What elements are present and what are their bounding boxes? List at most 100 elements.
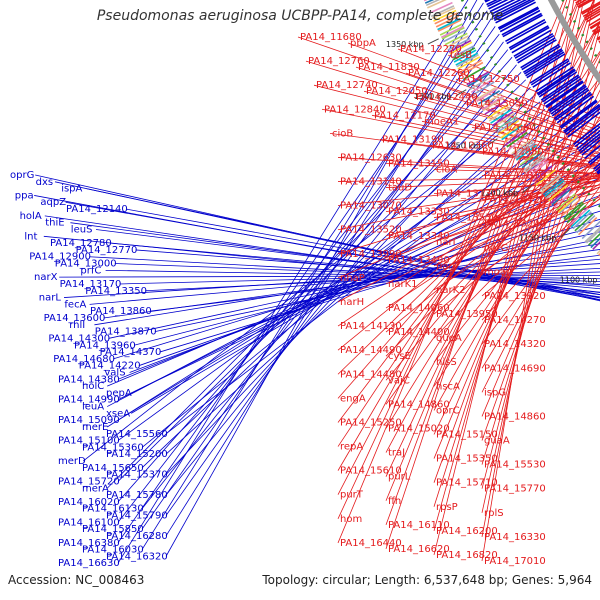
right-gene-label: PA14_16820 [436, 550, 498, 561]
cog-ring-outer [423, 0, 600, 257]
left-gene-label: dxs [36, 177, 53, 188]
right-gene-label: PA14_13200 [484, 219, 546, 230]
right-gene-label: engA [340, 393, 366, 404]
left-gene-label: PA14_15360 [82, 442, 144, 453]
right-gene-label: cioA [436, 165, 457, 176]
right-gene-label: PA14_16200 [436, 526, 498, 537]
left-leader-line [117, 79, 527, 482]
left-gene-label: PA14_14300 [48, 333, 110, 344]
left-gene-label: rhlI [69, 320, 85, 331]
right-gene-label: rplS [484, 508, 504, 519]
right-leader-line [481, 0, 575, 562]
right-leader-line [385, 178, 600, 261]
right-leader-line [421, 120, 600, 159]
reverse-strand-genes [484, 0, 600, 175]
right-gene-label: cysE [388, 351, 411, 362]
left-leader-line [141, 2, 484, 550]
right-leader-line [481, 0, 595, 513]
right-gene-label: traJ [388, 448, 405, 459]
kbp-tick-mark [427, 38, 439, 45]
left-leader-line [165, 0, 478, 557]
accession-label: Accession: NC_008463 [8, 573, 145, 587]
left-gene-label: aqpZ [40, 197, 66, 208]
left-gene-label: PA14_13000 [55, 259, 117, 270]
right-gene-label: PA14_13150 [388, 158, 450, 169]
right-gene-label: PA14_16620 [388, 544, 450, 555]
left-gene-label: PA14_15560 [106, 429, 168, 440]
right-gene-label: hom [340, 514, 362, 525]
right-leader-line [385, 81, 600, 429]
right-gene-label: PA14_12630 [340, 152, 402, 163]
left-gene-label: PA14_15370 [106, 470, 168, 481]
right-gene-label: PA14_12840 [324, 104, 386, 115]
left-gene-label: PA14_15720 [58, 476, 120, 487]
right-leader-line [385, 0, 568, 550]
right-leader-line [433, 154, 600, 363]
right-gene-label: hisS [436, 357, 457, 368]
kbp-tick-label: 1200 kbp [480, 189, 518, 198]
left-gene-label: oprG [10, 170, 34, 181]
right-leader-line [433, 169, 600, 175]
kbp-tick-label: 1100 kbp [560, 275, 598, 284]
right-gene-label: PA14_13990 [340, 249, 402, 260]
right-leader-line [371, 114, 600, 162]
right-leader-line [481, 134, 600, 417]
left-gene-label: PA14_12140 [66, 204, 128, 215]
right-leader-line [413, 96, 600, 149]
right-gene-label: PA14_12810 [484, 171, 546, 182]
left-gene-label: valS [104, 368, 125, 379]
left-gene-label: pepA [106, 388, 132, 399]
right-gene-label: PA14_14320 [484, 339, 546, 350]
left-leader-line [82, 101, 541, 462]
right-gene-label: narJ [436, 261, 456, 272]
genome-stats-label: Topology: circular; Length: 6,537,648 bp… [262, 573, 592, 587]
left-gene-label: leuA [82, 402, 104, 413]
genome-rings [423, 0, 600, 257]
right-gene-label: ispG [484, 387, 506, 398]
left-leader-line [59, 275, 600, 278]
right-gene-label: PA14_13050 [466, 98, 528, 109]
kbp-tick-label: 1150 kbp [519, 233, 557, 242]
right-gene-label: PA14_13950 [436, 309, 498, 320]
right-leader-line [481, 175, 600, 177]
left-gene-label: PA14_14220 [79, 361, 141, 372]
left-gene-label: ispA [61, 184, 82, 195]
left-gene-label: ppa [15, 190, 34, 201]
left-gene-label: merE [82, 422, 108, 433]
kbp-tick-mark [560, 228, 570, 238]
right-gene-label: PA14_14480 [340, 369, 402, 380]
right-leader-line [385, 0, 580, 525]
left-leader-line [141, 94, 536, 469]
right-gene-label: PA14_13420 [484, 195, 546, 206]
right-gene-label: PA14_15150 [436, 430, 498, 441]
left-gene-label: xseA [106, 408, 130, 419]
right-gene-label: PA14_15020 [388, 423, 450, 434]
right-gene-label: PA14_15350 [436, 454, 498, 465]
right-gene-label: PA14_16440 [340, 538, 402, 549]
right-gene-label: PA14_11830 [358, 62, 420, 73]
right-leader-line [337, 50, 600, 447]
left-gene-label: merA [82, 483, 109, 494]
right-gene-label: narK2 [436, 285, 466, 296]
left-leader-line [117, 123, 556, 441]
right-gene-label: PA14_15250 [340, 417, 402, 428]
right-leader-line [481, 0, 584, 537]
right-gene-label: PA14_12270 [400, 44, 462, 55]
left-leader-line [117, 0, 469, 564]
left-leader-line [34, 195, 600, 301]
right-gene-label: narG [484, 243, 508, 254]
left-leader-line [165, 18, 492, 537]
left-gene-label: PA14_15850 [82, 524, 144, 535]
right-gene-label: hscA [436, 381, 460, 392]
right-gene-label: queA [436, 333, 462, 344]
left-gene-label: PA14_16100 [58, 517, 120, 528]
right-leader-line [337, 21, 600, 471]
right-leader-line [379, 138, 600, 169]
left-gene-label: lnt [24, 231, 37, 242]
left-leader-line [117, 33, 500, 523]
kbp-tick-mark [487, 138, 498, 146]
right-gene-label: narH [340, 297, 364, 308]
right-gene-label: PA14_14400 [388, 327, 450, 338]
right-leader-line [337, 0, 565, 544]
left-leader-line [159, 218, 600, 353]
